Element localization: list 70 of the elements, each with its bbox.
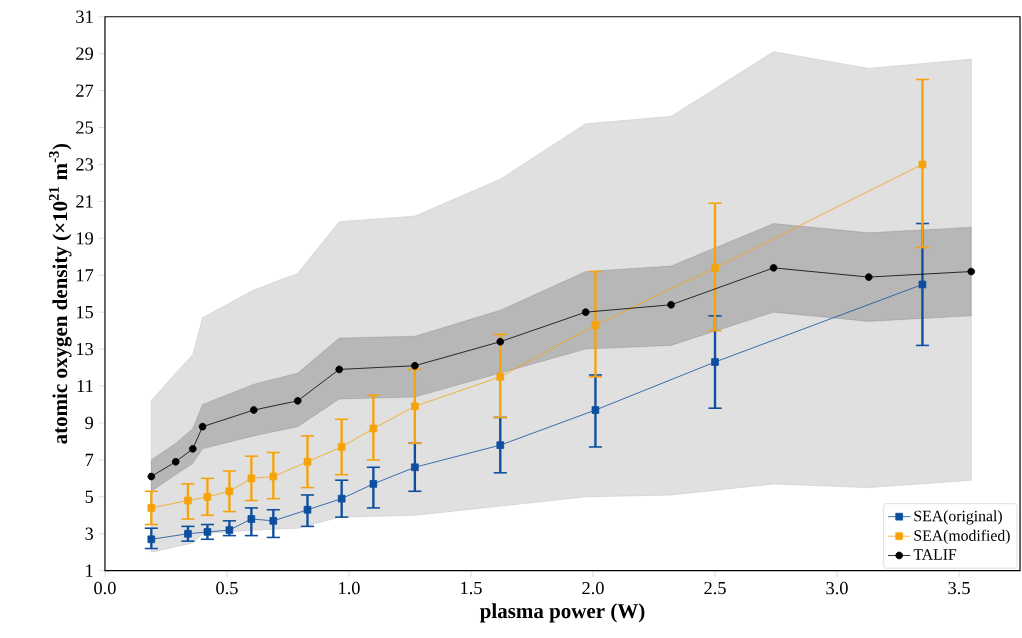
- point: [184, 530, 192, 538]
- point: [203, 493, 212, 501]
- point: [303, 506, 312, 514]
- point: [247, 515, 256, 523]
- point: [411, 463, 419, 472]
- point: [769, 264, 778, 272]
- point: [369, 424, 378, 433]
- y-axis-title: atomic oxygen density (×10$^{21}$ m$^{-3}$): [49, 144, 72, 444]
- point: [171, 458, 180, 466]
- point: [198, 423, 207, 431]
- x-tick-label: 2.0: [582, 582, 604, 595]
- y-tick-label: 31: [76, 10, 93, 24]
- point: [496, 373, 505, 381]
- point: [247, 474, 256, 483]
- point: [918, 280, 927, 289]
- legend-label: SEA(original): [914, 510, 1002, 525]
- x-tick-label: 2.5: [704, 582, 726, 595]
- point: [591, 321, 600, 330]
- y-tick-label: 1: [86, 564, 93, 577]
- point: [711, 264, 719, 272]
- y-tick-label: 5: [85, 490, 94, 504]
- point: [269, 472, 278, 481]
- point: [225, 487, 234, 496]
- point: [303, 458, 312, 466]
- x-tick-label: 0.5: [216, 582, 238, 595]
- y-tick-label: 15: [77, 306, 94, 319]
- x-tick-label: 3.5: [948, 582, 970, 595]
- y-tick-label: 21: [76, 195, 93, 208]
- point: [250, 406, 258, 415]
- point: [411, 402, 419, 411]
- point: [864, 273, 873, 282]
- point: [335, 365, 344, 374]
- legend-label: SEA(modified): [914, 529, 1010, 545]
- legend-label: TALIF: [913, 549, 957, 560]
- y-tick-label: 23: [76, 158, 94, 171]
- y-tick-label: 25: [76, 121, 94, 134]
- point: [581, 308, 590, 317]
- y-tick-label: 7: [85, 454, 94, 467]
- y-tick-label: 29: [76, 47, 94, 61]
- point: [147, 504, 156, 512]
- point: [337, 495, 346, 503]
- point: [496, 441, 505, 450]
- point: [269, 517, 278, 525]
- point: [667, 301, 675, 309]
- point: [337, 443, 346, 451]
- y-tick-label: 27: [76, 84, 94, 97]
- point: [411, 362, 419, 370]
- point: [184, 496, 192, 505]
- point: [711, 358, 719, 367]
- x-tick-label: 1.0: [339, 582, 360, 595]
- y-tick-label: 13: [77, 343, 94, 356]
- point: [967, 267, 976, 276]
- y-tick-label: 11: [77, 380, 93, 393]
- y-tick-label: 3: [85, 527, 94, 541]
- x-tick-label: 1.5: [461, 582, 482, 595]
- point: [918, 160, 927, 169]
- x-tick-label: 0.0: [94, 582, 116, 595]
- point: [203, 528, 212, 536]
- point: [369, 480, 378, 488]
- y-tick-label: 9: [85, 417, 94, 430]
- point: [147, 535, 156, 544]
- y-tick-label: 17: [77, 269, 94, 282]
- point: [188, 445, 197, 453]
- x-tick-label: 3.0: [826, 582, 848, 595]
- point: [293, 397, 302, 405]
- point: [591, 406, 600, 415]
- point: [496, 338, 505, 346]
- y-tick-label: 19: [77, 232, 94, 245]
- x-axis-title: plasma power (W): [479, 603, 645, 623]
- point: [147, 472, 156, 481]
